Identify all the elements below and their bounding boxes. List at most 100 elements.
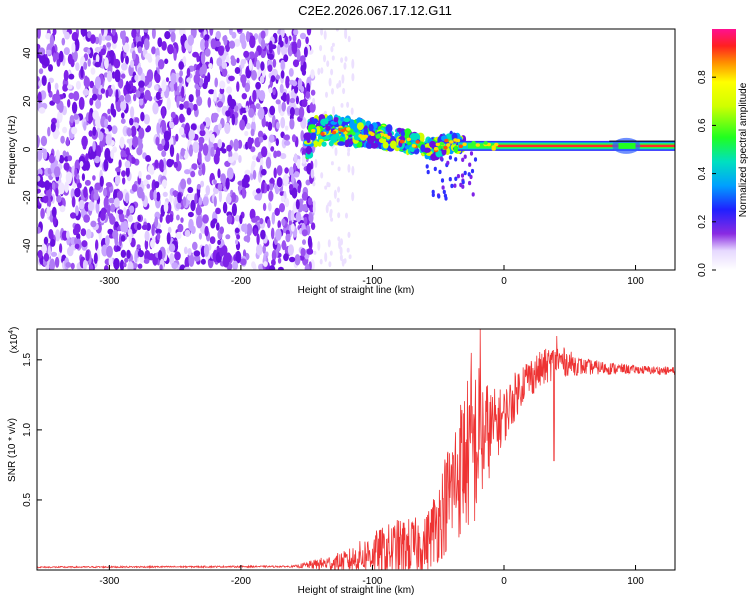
spectrogram-noise-blob — [173, 161, 178, 168]
spectrogram-signal-blob — [370, 142, 379, 149]
spectrogram-noise-blob — [153, 189, 157, 202]
spectrogram-noise-blob — [180, 147, 185, 157]
spectrogram-noise-blob — [106, 245, 113, 258]
spectrogram-noise-blob — [275, 99, 281, 105]
spectrogram-noise-blob — [155, 228, 162, 234]
spectrogram-noise-blob — [77, 182, 82, 189]
spectrogram-noise-blob — [238, 155, 242, 163]
spectrogram-noise-blob — [41, 75, 47, 86]
spectrogram-noise-blob — [275, 150, 282, 157]
spectrogram-noise-blob — [79, 161, 84, 167]
spectrogram-noise-blob — [199, 129, 206, 137]
spectrogram-noise-blob — [98, 131, 104, 142]
spectrogram-noise-blob — [181, 86, 185, 99]
spectrogram-noise-blob — [37, 168, 43, 176]
spectrogram-noise-blob — [50, 251, 58, 257]
spectrogram-noise-blob — [98, 33, 102, 46]
spectrogram-noise-blob — [301, 204, 309, 212]
spectrogram-noise-blob — [295, 199, 300, 210]
spectrogram-noise-blob — [48, 77, 54, 84]
spectrogram-signal-hotspot — [411, 143, 417, 148]
spectrogram-noise-blob — [330, 217, 334, 222]
spectrogram-noise-blob — [74, 187, 81, 198]
spectrogram-noise-blob — [107, 115, 112, 123]
spectrogram-noise-blob — [274, 207, 281, 216]
spectrogram-noise-blob — [256, 233, 260, 245]
spectrogram-noise-blob — [87, 201, 95, 212]
spectrogram-noise-blob — [65, 171, 73, 185]
spectrogram-signal-hotspot — [455, 138, 461, 143]
spectrogram-noise-blob — [89, 263, 94, 270]
spectrogram-noise-blob — [249, 208, 256, 221]
spectrogram-noise-blob — [193, 73, 201, 85]
spectrogram-noise-blob — [90, 67, 96, 75]
spectrogram-signal-blob — [396, 127, 403, 133]
spectrogram-noise-blob — [157, 143, 164, 151]
spectrogram-noise-blob — [108, 213, 114, 221]
spectrogram-noise-blob — [337, 186, 341, 193]
spectrogram-noise-blob — [44, 180, 51, 191]
spectrogram-noise-blob — [144, 53, 152, 60]
spectrogram-noise-blob — [87, 48, 91, 55]
spectrogram-noise-blob — [49, 34, 55, 48]
snr-panel: -300 -200 -100 0 100 0.5 1.0 1.5 Height of str… — [7, 327, 676, 596]
spectrogram-noise-blob — [225, 110, 231, 117]
spectrogram-noise-blob — [217, 183, 223, 192]
spectrogram-noise-blob — [47, 126, 51, 137]
spectrogram-noise-blob — [306, 248, 314, 255]
spectrogram-noise-blob — [192, 241, 198, 251]
spectrogram-noise-blob — [259, 217, 264, 225]
spectrogram-signal-blob — [333, 117, 339, 123]
spectrogram-y-tick-label: 20 — [22, 95, 33, 107]
spectrogram-noise-blob — [37, 135, 40, 148]
spectrogram-noise-blob — [290, 210, 295, 222]
spectrogram-noise-blob — [105, 35, 112, 41]
spectrogram-noise-blob — [74, 237, 78, 245]
spectrogram-noise-blob — [268, 134, 275, 143]
spectrogram-noise-blob — [272, 58, 277, 68]
spectrogram-noise-blob — [252, 89, 257, 103]
spectrogram-noise-blob — [231, 31, 237, 39]
spectrogram-noise-blob — [269, 105, 276, 116]
spectrogram-noise-blob — [178, 61, 184, 70]
spectrogram-noise-blob — [37, 175, 41, 182]
spectrogram-noise-blob — [37, 29, 41, 39]
spectrogram-signal-blob — [385, 124, 393, 133]
spectrogram-noise-blob — [294, 254, 301, 266]
spectrogram-noise-blob — [221, 61, 228, 69]
spectrogram-noise-blob — [300, 247, 306, 257]
spectrogram-noise-blob — [284, 167, 289, 174]
spectrogram-noise-blob — [235, 250, 242, 264]
spectrogram-signal-hotspot — [406, 137, 411, 142]
spectrogram-noise-blob — [93, 155, 101, 164]
spectrogram-noise-blob — [137, 66, 143, 76]
spectrogram-signal-blob — [305, 145, 312, 155]
spectrogram-noise-blob — [126, 249, 131, 259]
spectrogram-noise-blob — [216, 57, 223, 67]
spectrogram-noise-blob — [51, 206, 57, 218]
spectrogram-noise-blob — [241, 76, 246, 88]
spectrogram-noise-blob — [301, 68, 307, 76]
spectrogram-noise-blob — [129, 117, 134, 126]
spectrogram-noise-blob — [341, 259, 345, 267]
spectrogram-noise-blob — [264, 107, 268, 114]
snr-scale-base: (x10 — [9, 333, 20, 353]
spectrogram-noise-blob — [38, 68, 44, 75]
spectrogram-noise-blob — [293, 171, 300, 178]
spectrogram-noise-blob — [234, 227, 240, 234]
spectrogram-noise-blob — [199, 67, 204, 77]
spectrogram-noise-blob — [113, 58, 121, 69]
spectrogram-noise-blob — [194, 193, 198, 205]
spectrogram-noise-blob — [245, 30, 250, 43]
colorbar-tick-label: 0.0 — [697, 263, 708, 277]
spectrogram-noise-blob — [184, 229, 191, 237]
spectrogram-noise-blob — [161, 41, 167, 51]
figure-title: C2E2.2026.067.17.12.G11 — [298, 3, 452, 18]
spectrogram-noise-blob — [122, 177, 126, 185]
spectrogram-noise-blob — [186, 77, 191, 83]
spectrogram-noise-blob — [210, 146, 215, 157]
snr-x-tick-label: -300 — [99, 576, 119, 587]
spectrogram-noise-blob — [282, 92, 287, 103]
spectrogram-noise-blob — [296, 158, 301, 169]
spectrogram-noise-blob — [168, 243, 176, 253]
